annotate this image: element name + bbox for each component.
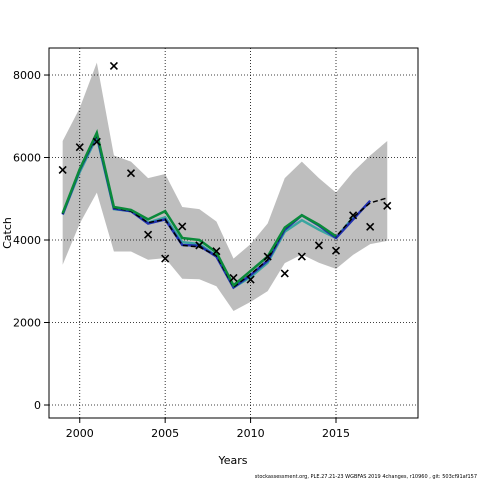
confidence-band xyxy=(62,62,388,311)
plot-frame xyxy=(48,47,419,419)
observation xyxy=(109,61,118,71)
x-tick-label: 2010 xyxy=(237,427,265,440)
observation xyxy=(246,275,255,284)
observation xyxy=(263,252,272,261)
observation xyxy=(366,222,375,231)
x-tick-label: 2000 xyxy=(66,427,94,440)
observation xyxy=(331,246,341,255)
x-tick-label: 2015 xyxy=(322,427,350,440)
observation xyxy=(212,247,221,256)
y-tick-label: 8000 xyxy=(13,69,41,82)
observation xyxy=(297,252,306,261)
y-tick-label: 2000 xyxy=(13,317,41,330)
observation xyxy=(178,222,187,231)
x-tick-label: 2005 xyxy=(151,427,179,440)
x-axis-label: Years xyxy=(217,454,247,467)
observation xyxy=(126,169,136,178)
y-tick-label: 0 xyxy=(34,399,41,412)
observation xyxy=(314,241,323,250)
footer: stockassessment.org, PLE.27.21-23 WGBFAS… xyxy=(255,474,477,480)
observation xyxy=(195,241,204,250)
observation xyxy=(58,165,67,174)
observation xyxy=(229,273,238,283)
observation xyxy=(75,143,84,152)
observation xyxy=(349,211,358,220)
series-line xyxy=(61,128,337,288)
y-tick-label: 4000 xyxy=(13,234,41,247)
observation xyxy=(161,254,170,263)
observation xyxy=(92,137,101,146)
observation xyxy=(280,269,289,278)
observation xyxy=(383,201,392,210)
y-axis-label: Catch xyxy=(1,217,14,249)
observation xyxy=(144,230,153,239)
y-tick-label: 6000 xyxy=(13,152,41,165)
